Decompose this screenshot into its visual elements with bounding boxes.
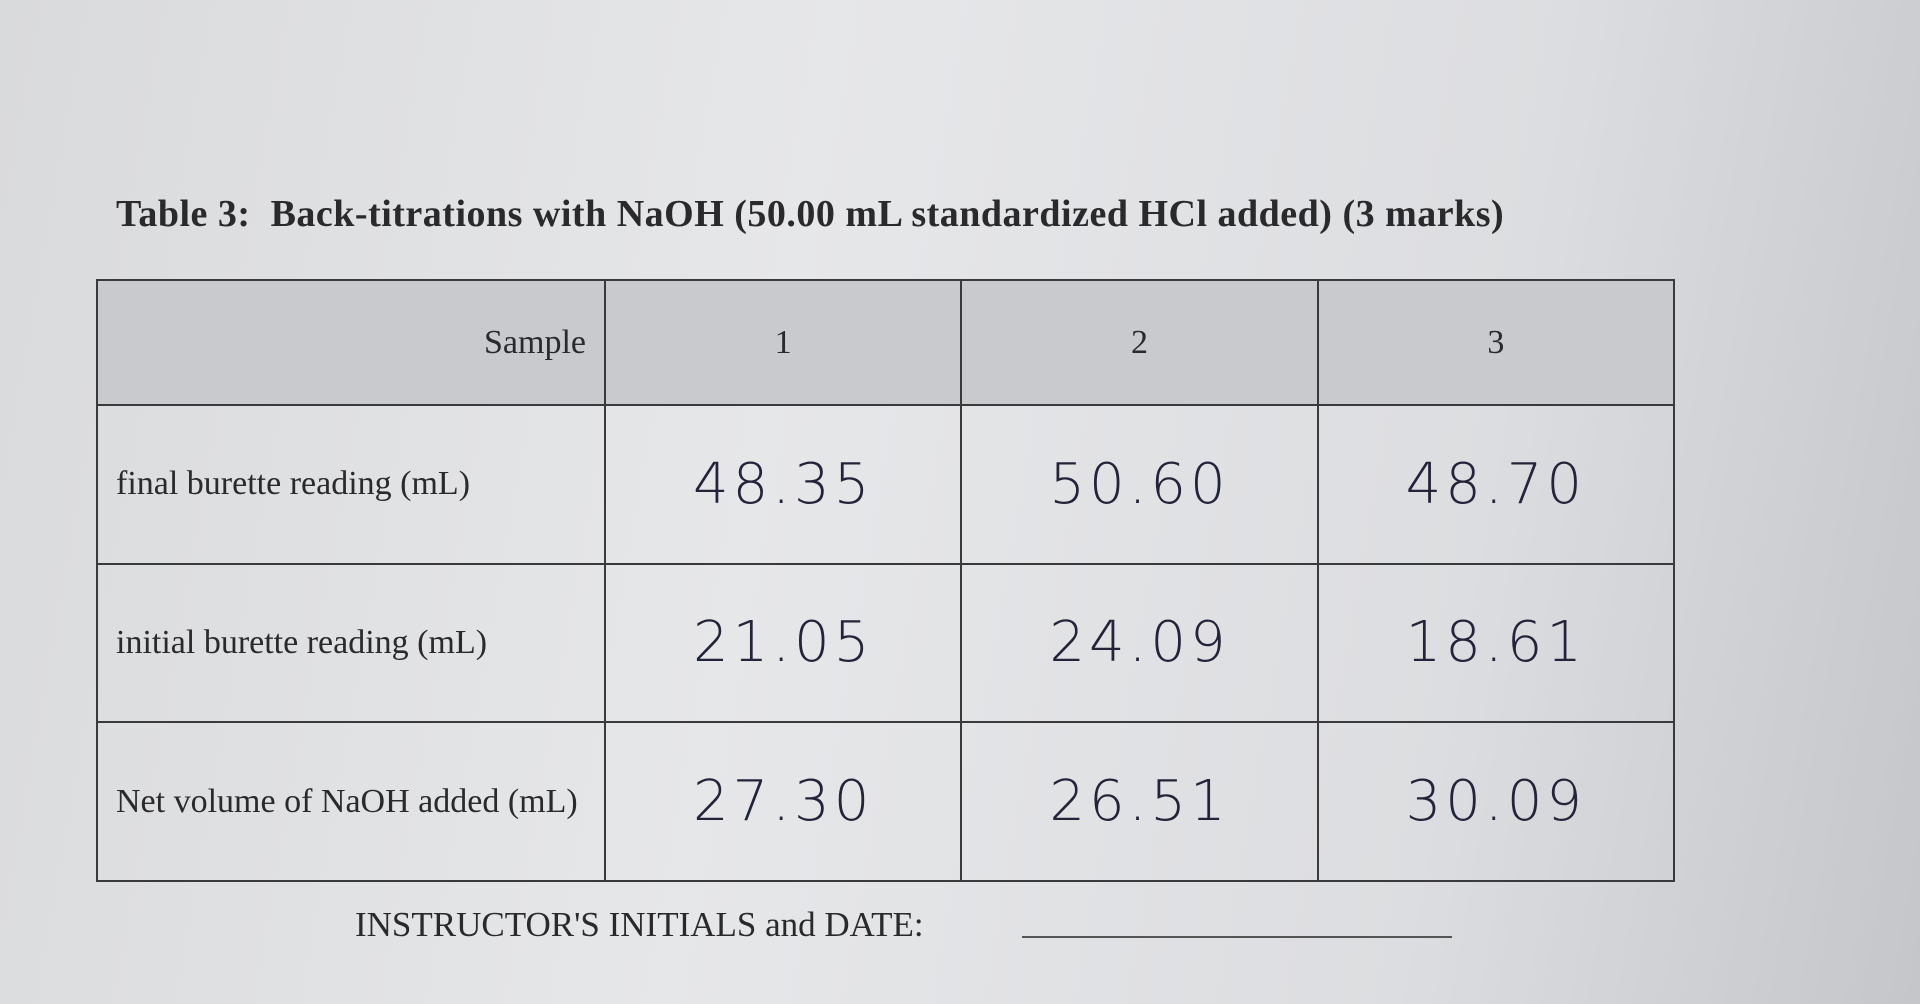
signature-line bbox=[1022, 936, 1452, 938]
table-row: Net volume of NaOH added (mL) 27.30 26.51 3… bbox=[96, 721, 1676, 882]
table-row: initial burette reading (mL) 21.05 24.09 18… bbox=[96, 562, 1676, 724]
header-cell: 2 bbox=[960, 279, 1319, 406]
header-cell: 1 bbox=[603, 279, 963, 406]
handwritten-value: 48.35 bbox=[603, 404, 963, 565]
handwritten-value: 48.70 bbox=[1316, 404, 1676, 565]
row-label: initial burette reading (mL) bbox=[96, 562, 606, 724]
header-row: Sample 1 2 3 bbox=[96, 279, 1676, 406]
header-cell: Sample bbox=[96, 279, 606, 406]
handwritten-value: 18.61 bbox=[1316, 562, 1676, 724]
handwritten-value: 30.09 bbox=[1316, 721, 1676, 882]
header-cell: 3 bbox=[1316, 279, 1676, 406]
handwritten-value: 27.30 bbox=[603, 721, 963, 882]
footer-text: INSTRUCTOR'S INITIALS and DATE: bbox=[355, 905, 924, 944]
handwritten-value: 24.09 bbox=[960, 562, 1319, 724]
data-table: Sample 1 2 3 final burette reading (mL) 48.35… bbox=[96, 279, 1676, 882]
handwritten-value: 26.51 bbox=[960, 721, 1319, 882]
row-label: final burette reading (mL) bbox=[96, 404, 606, 565]
handwritten-value: 21.05 bbox=[603, 562, 963, 724]
table-title: Table 3: Back-titrations with NaOH (50.0… bbox=[116, 193, 1505, 235]
table-row: final burette reading (mL) 48.35 50.60 48.7… bbox=[96, 404, 1676, 565]
handwritten-value: 50.60 bbox=[960, 404, 1319, 565]
row-label: Net volume of NaOH added (mL) bbox=[96, 721, 606, 882]
